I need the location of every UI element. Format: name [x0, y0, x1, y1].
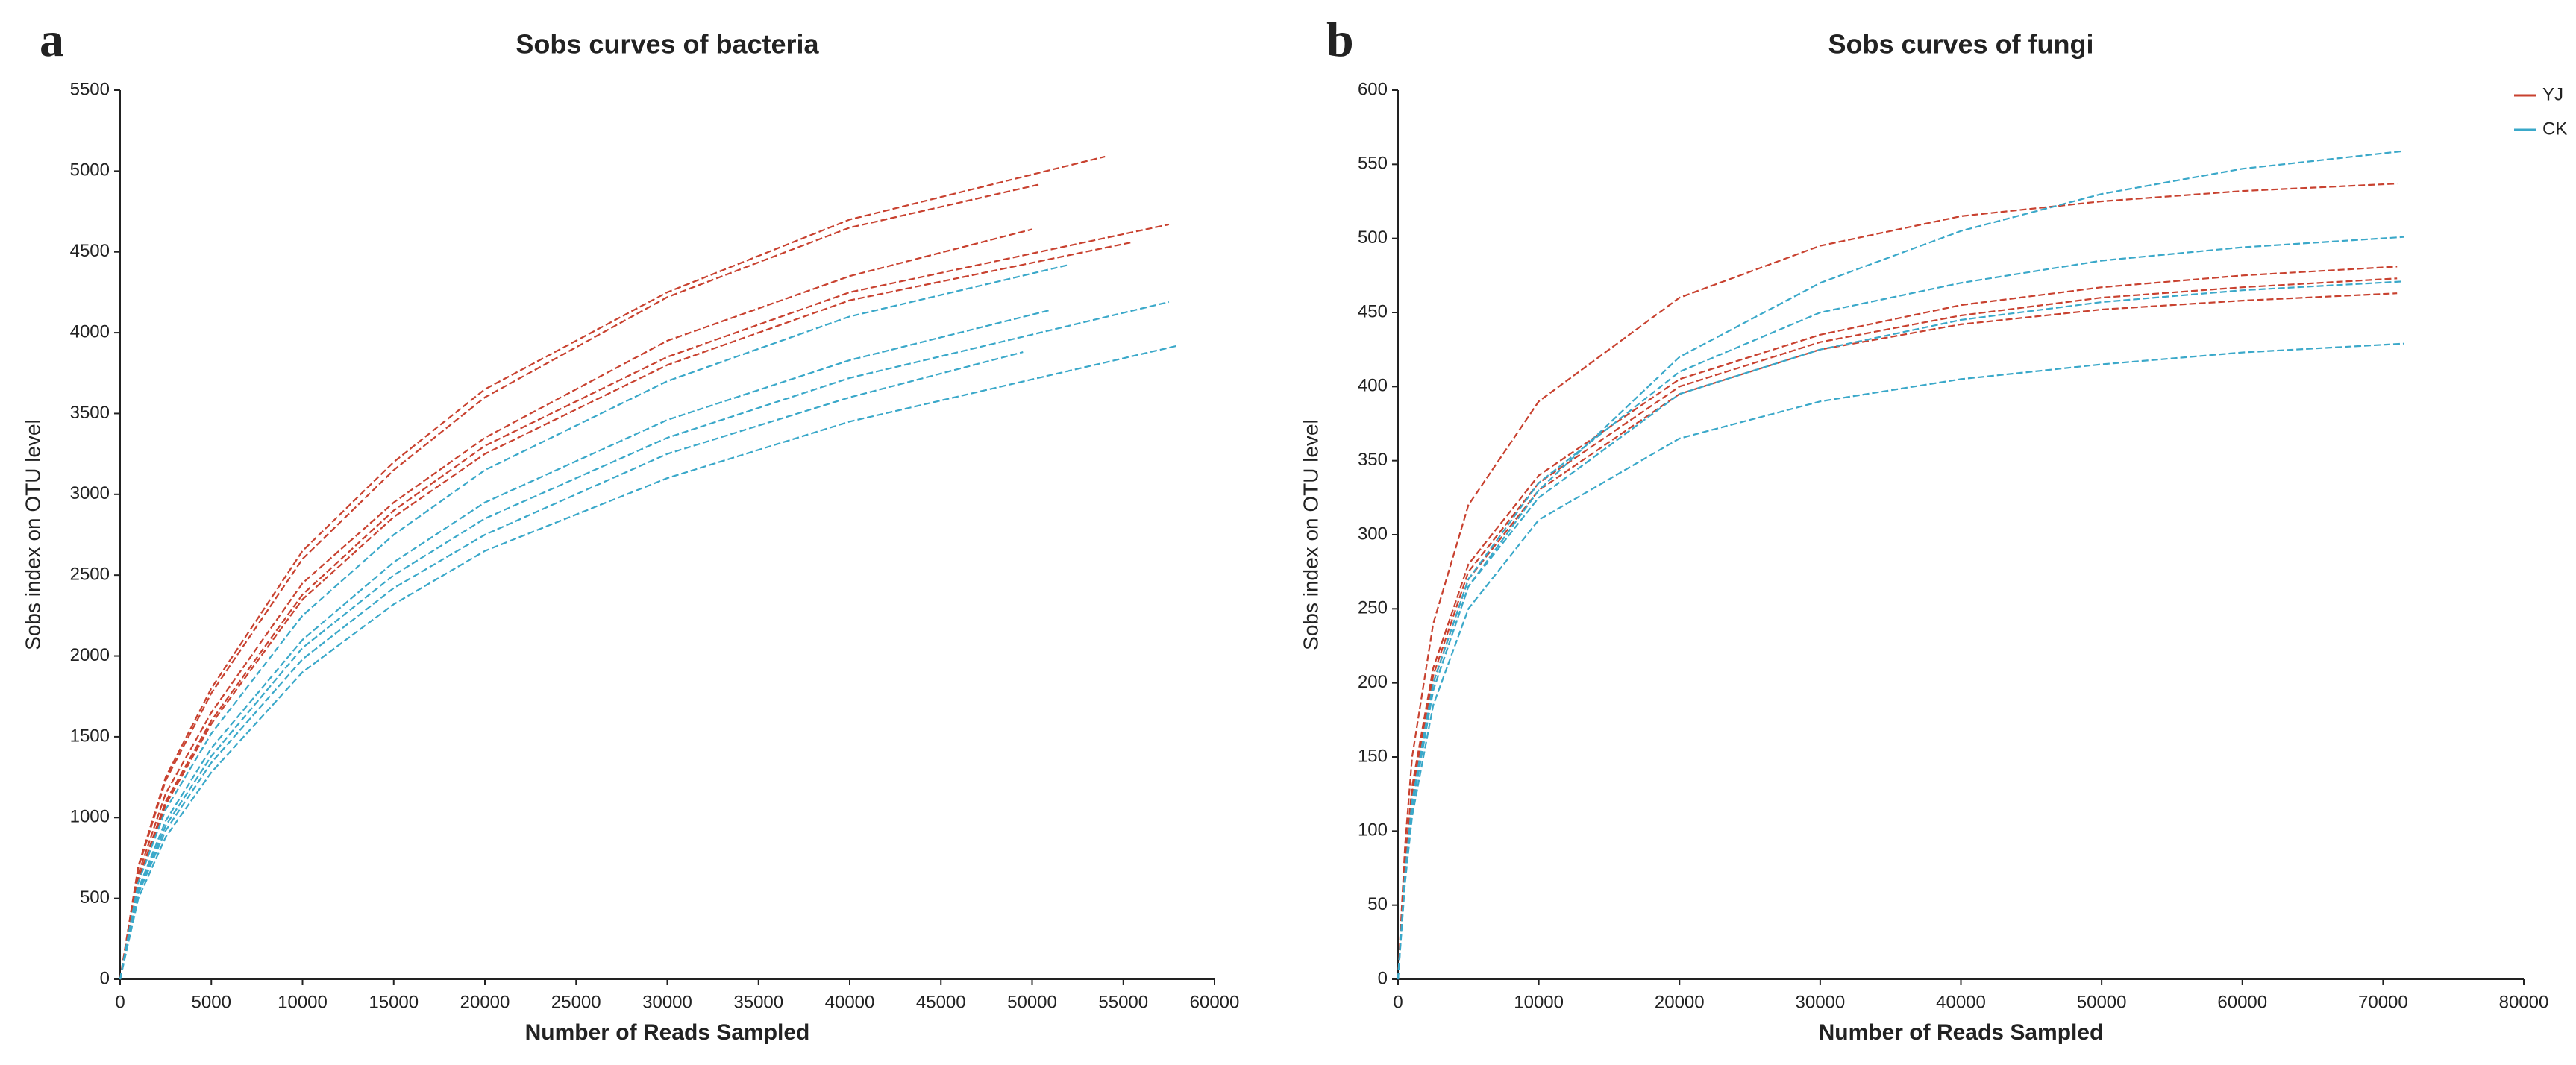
- x-tick-label: 0: [115, 992, 125, 1012]
- y-tick-label: 0: [1378, 968, 1388, 988]
- curve: [119, 241, 1133, 980]
- y-tick-label: 500: [80, 888, 110, 908]
- x-axis-label: Number of Reads Sampled: [525, 1020, 810, 1045]
- curve: [1397, 277, 2398, 980]
- chart-title: Sobs curves of bacteria: [515, 29, 819, 60]
- y-tick-label: 450: [1358, 301, 1388, 321]
- chart-title: Sobs curves of fungi: [1828, 29, 2093, 60]
- curve: [1397, 280, 2404, 980]
- y-tick-label: 3500: [70, 403, 110, 423]
- y-tick-label: 2500: [70, 565, 110, 585]
- panel-label: a: [40, 13, 64, 67]
- x-tick-label: 35000: [733, 992, 783, 1012]
- y-tick-label: 3000: [70, 483, 110, 503]
- x-tick-label: 20000: [460, 992, 510, 1012]
- curve: [119, 309, 1051, 980]
- curve: [119, 301, 1170, 980]
- x-tick-label: 30000: [642, 992, 692, 1012]
- x-tick-label: 0: [1393, 992, 1403, 1012]
- x-tick-label: 10000: [1514, 992, 1564, 1012]
- x-tick-label: 80000: [2499, 992, 2549, 1012]
- y-tick-label: 4000: [70, 321, 110, 342]
- x-tick-label: 70000: [2358, 992, 2408, 1012]
- x-tick-label: 5000: [192, 992, 231, 1012]
- curve: [1397, 266, 2398, 980]
- x-tick-label: 40000: [825, 992, 875, 1012]
- curve: [119, 223, 1170, 980]
- x-tick-label: 15000: [369, 992, 419, 1012]
- legend-label: YJ: [2542, 84, 2563, 104]
- curve: [119, 228, 1032, 980]
- x-tick-label: 50000: [2077, 992, 2127, 1012]
- y-tick-label: 5000: [70, 160, 110, 180]
- curve: [1397, 236, 2404, 980]
- y-tick-label: 0: [100, 968, 110, 988]
- x-axis-label: Number of Reads Sampled: [1819, 1020, 2104, 1045]
- y-tick-label: 50: [1367, 894, 1388, 914]
- y-tick-label: 300: [1358, 524, 1388, 544]
- y-tick-label: 550: [1358, 154, 1388, 174]
- curve: [119, 264, 1069, 980]
- y-tick-label: 100: [1358, 820, 1388, 841]
- y-tick-label: 500: [1358, 227, 1388, 248]
- y-tick-label: 600: [1358, 79, 1388, 99]
- y-tick-label: 200: [1358, 672, 1388, 692]
- y-tick-label: 1000: [70, 807, 110, 827]
- y-tick-label: 2000: [70, 645, 110, 665]
- curve: [1397, 292, 2398, 980]
- y-tick-label: 350: [1358, 450, 1388, 470]
- x-tick-label: 25000: [551, 992, 601, 1012]
- y-tick-label: 5500: [70, 79, 110, 99]
- curve: [119, 351, 1024, 980]
- y-axis-label: Sobs index on OTU level: [21, 419, 44, 650]
- curve: [119, 183, 1041, 980]
- x-tick-label: 20000: [1655, 992, 1705, 1012]
- x-tick-label: 50000: [1007, 992, 1057, 1012]
- x-tick-label: 55000: [1098, 992, 1148, 1012]
- y-tick-label: 4500: [70, 241, 110, 261]
- y-tick-label: 1500: [70, 726, 110, 746]
- curve: [1397, 183, 2398, 980]
- y-axis-label: Sobs index on OTU level: [1299, 419, 1322, 650]
- x-tick-label: 60000: [1190, 992, 1240, 1012]
- legend-label: CK: [2542, 119, 2567, 139]
- x-tick-label: 30000: [1796, 992, 1846, 1012]
- x-tick-label: 40000: [1936, 992, 1986, 1012]
- y-tick-label: 150: [1358, 746, 1388, 766]
- curve: [1397, 342, 2404, 980]
- y-tick-label: 250: [1358, 598, 1388, 618]
- panel-label: b: [1326, 13, 1354, 67]
- x-tick-label: 10000: [278, 992, 328, 1012]
- y-tick-label: 400: [1358, 376, 1388, 396]
- curve: [119, 155, 1106, 980]
- x-tick-label: 60000: [2217, 992, 2267, 1012]
- x-tick-label: 45000: [916, 992, 966, 1012]
- curve: [119, 345, 1179, 980]
